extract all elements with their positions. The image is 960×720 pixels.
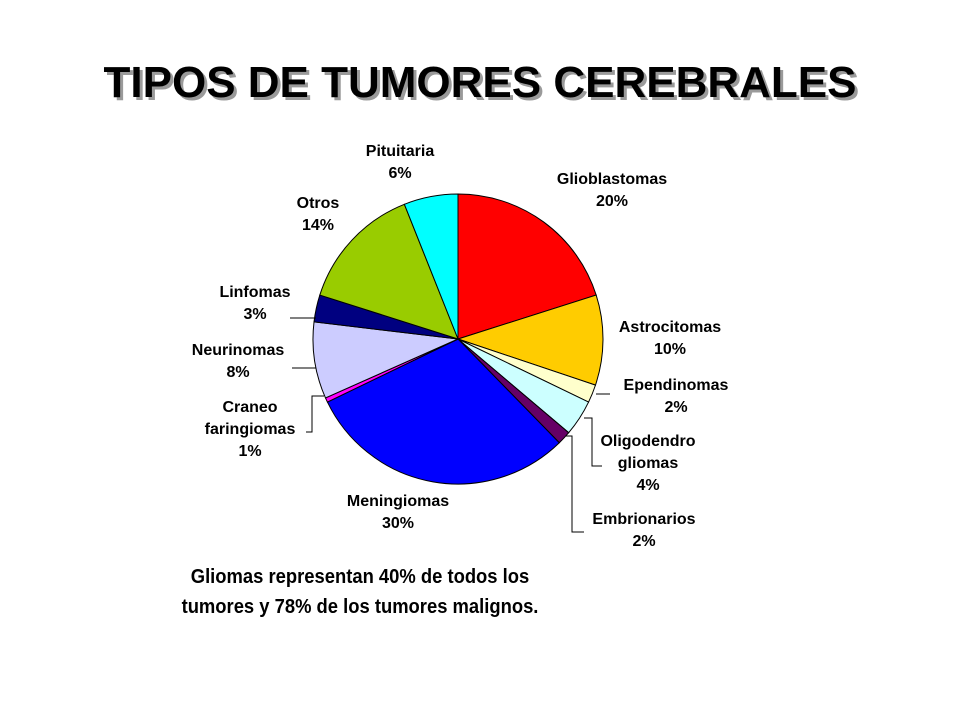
slice-label-otros: Otros 14% <box>297 195 340 234</box>
slice-label-meningiomas: Meningiomas 30% <box>347 493 449 532</box>
slice-label-linfomas: Linfomas 3% <box>219 284 290 323</box>
slice-label-embrionarios: Embrionarios 2% <box>592 511 695 550</box>
note-line-1: Gliomas representan 40% de todos los <box>190 566 530 588</box>
leader-line <box>566 435 584 533</box>
slice-label-craneo-faringiomas: Craneo faringiomas 1% <box>205 399 296 460</box>
slice-label-neurinomas: Neurinomas 8% <box>192 342 285 381</box>
slice-label-glioblastomas: Glioblastomas 20% <box>557 171 667 210</box>
pie-slice-astrocitomas <box>456 294 604 386</box>
slice-label-ependinomas: Ependinomas 2% <box>624 377 729 416</box>
pie-slice-otros <box>319 203 459 340</box>
slide-title: TIPOS DE TUMORES CEREBRALES <box>103 58 857 107</box>
pie-slice-meningiomas <box>326 338 561 485</box>
slice-label-astrocitomas: Astrocitomas 10% <box>619 319 721 358</box>
leader-line <box>306 395 324 433</box>
slice-label-pituitaria: Pituitaria 6% <box>366 143 435 182</box>
slice-label-oligodendro-gliomas: Oligodendro gliomas 4% <box>600 433 695 494</box>
pie-slice-glioblastomas <box>457 193 597 340</box>
note-line-2: tumores y 78% de los tumores malignos. <box>181 596 539 618</box>
pie-slice-pituitaria <box>403 193 459 340</box>
leader-line <box>584 417 602 467</box>
